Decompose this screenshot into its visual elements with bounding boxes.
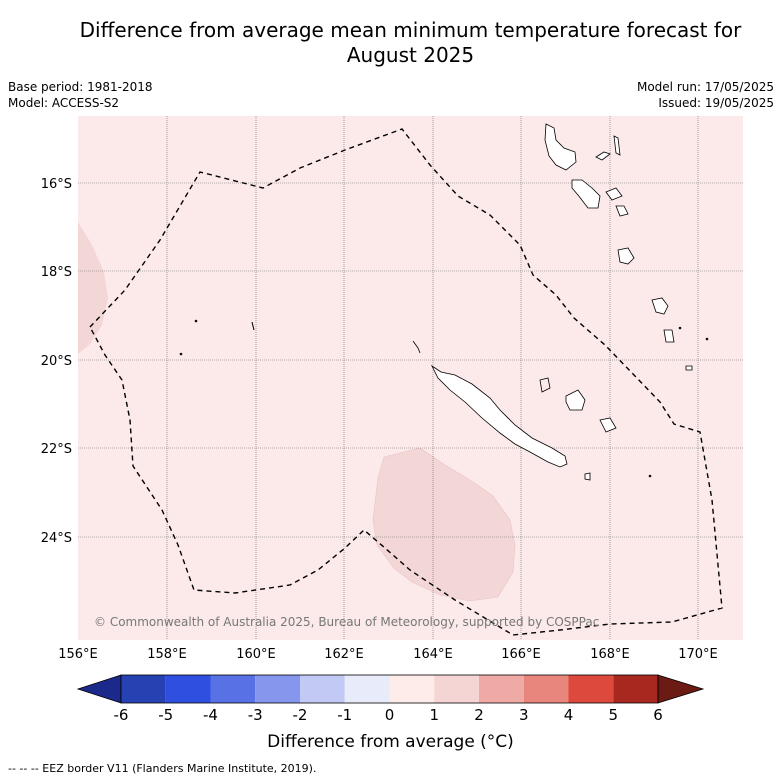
- lifou-island: [565, 389, 586, 411]
- colorbar-tick-label: -5: [158, 706, 173, 724]
- colorbar-segment: [434, 675, 479, 703]
- colorbar-segment: [613, 675, 658, 703]
- colorbar-label: Difference from average (°C): [267, 732, 514, 752]
- colorbar-segment: [479, 675, 524, 703]
- colorbar-tick-label: 4: [564, 706, 574, 724]
- colorbar-segment: [568, 675, 614, 703]
- copyright-notice: © Commonwealth of Australia 2025, Bureau…: [94, 615, 599, 629]
- colorbar-tick-label: 6: [653, 706, 663, 724]
- base-period: Base period: 1981-2018: [8, 80, 153, 94]
- colorbar-tick-label: -4: [203, 706, 218, 724]
- colorbar-tick-label: -3: [248, 706, 263, 724]
- warm-anomaly-patch-west: [78, 222, 108, 354]
- colorbar-segment: [389, 675, 435, 703]
- colorbar-tick-label: 3: [519, 706, 529, 724]
- lat-label: 22°S: [41, 442, 72, 457]
- colorbar-tick-label: -1: [337, 706, 352, 724]
- colorbar-tick-label: 5: [608, 706, 618, 724]
- colorbar-tick-label: -2: [293, 706, 308, 724]
- lat-label: 16°S: [41, 177, 72, 192]
- lon-label: 160°E: [236, 647, 276, 662]
- colorbar: [76, 674, 705, 704]
- colorbar-tick-label: 0: [385, 706, 395, 724]
- lon-label: 166°E: [501, 647, 541, 662]
- colorbar-extend-high: [657, 674, 705, 704]
- lon-label: 158°E: [147, 647, 187, 662]
- belep-islands: [412, 340, 421, 354]
- colorbar-extend-low: [76, 674, 122, 704]
- model-run: Model run: 17/05/2025: [636, 80, 774, 94]
- small-islets: [179, 319, 709, 478]
- map-title: Difference from average mean minimum tem…: [40, 18, 781, 68]
- lon-label: 170°E: [678, 647, 718, 662]
- colorbar-segment: [523, 675, 569, 703]
- title-line-2: August 2025: [346, 43, 475, 67]
- isle-of-pines: [584, 472, 591, 481]
- gridlines: [78, 116, 743, 640]
- title-line-1: Difference from average mean minimum tem…: [79, 18, 742, 42]
- mare-island: [599, 417, 617, 433]
- colorbar-ticks: -6 -5 -4 -3 -2 -1 0 1 2 3 4 5 6: [114, 706, 663, 724]
- lon-label: 164°E: [413, 647, 453, 662]
- colorbar-segment: [300, 675, 345, 703]
- lat-label: 18°S: [41, 265, 72, 280]
- metadata-left: Base period: 1981-2018 Model: ACCESS-S2: [8, 79, 153, 111]
- colorbar-tick-label: 2: [474, 706, 484, 724]
- colorbar-segment: [344, 675, 390, 703]
- longitude-labels: 156°E 158°E 160°E 162°E 164°E 166°E 168°…: [58, 647, 718, 662]
- colorbar-segment: [255, 675, 300, 703]
- ouvea-island: [539, 377, 551, 393]
- colorbar-tick-label: 1: [429, 706, 439, 724]
- vanuatu-islands: [544, 123, 693, 371]
- lon-label: 156°E: [58, 647, 98, 662]
- lon-label: 168°E: [590, 647, 630, 662]
- new-caledonia-outline: [430, 364, 568, 468]
- lon-label: 162°E: [324, 647, 364, 662]
- colorbar-segment: [165, 675, 211, 703]
- warm-anomaly-patch-south: [372, 447, 516, 602]
- lat-label: 24°S: [41, 531, 72, 546]
- colorbar-frame: [120, 674, 659, 704]
- metadata-right: Model run: 17/05/2025 Issued: 19/05/2025: [637, 79, 774, 111]
- eez-legend-footnote: -- -- -- EEZ border V11 (Flanders Marine…: [8, 762, 317, 775]
- issued-date: Issued: 19/05/2025: [658, 96, 774, 110]
- eez-border: [89, 128, 723, 636]
- colorbar-tick-label: -6: [114, 706, 129, 724]
- colorbar-segment: [210, 675, 256, 703]
- model-name: Model: ACCESS-S2: [8, 96, 120, 110]
- colorbar-segment: [121, 675, 166, 703]
- lat-label: 20°S: [41, 354, 72, 369]
- latitude-labels: 16°S 18°S 20°S 22°S 24°S: [41, 177, 72, 546]
